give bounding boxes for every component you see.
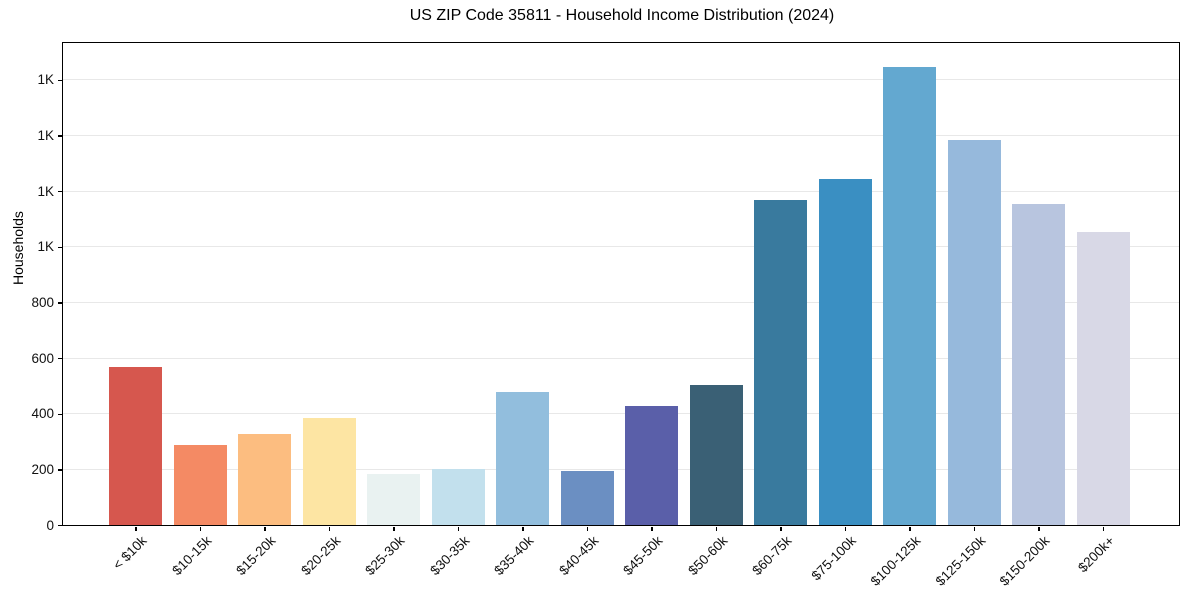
x-tick [715, 527, 718, 531]
bar-$10-15k [173, 445, 227, 525]
bar-$125-150k [947, 139, 1001, 525]
bar-$75-100k [818, 179, 872, 525]
x-tick-label: $125-150k [932, 533, 989, 589]
x-tick-label: $75-100k [808, 533, 860, 584]
y-tick-label: 800 [31, 294, 54, 310]
x-tick-label: $150-200k [996, 533, 1053, 589]
gridline [63, 468, 1179, 470]
y-tick-label: 200 [31, 461, 54, 477]
x-tick [393, 527, 395, 531]
x-tick [844, 527, 847, 531]
x-tick-label: $100-125k [867, 533, 924, 589]
x-tick [780, 527, 782, 531]
bar-$15-20k [238, 434, 291, 525]
y-tick-label: 1K [37, 239, 54, 255]
x-tick-label: < $10k [110, 533, 150, 573]
gridline [63, 246, 1179, 248]
y-tick-label: 1K [37, 72, 54, 88]
gridline [63, 135, 1179, 137]
x-tick [457, 527, 460, 531]
y-tick-label: 0 [46, 517, 54, 533]
bar-$100-125k [883, 67, 936, 525]
x-tick-label: $10-15k [168, 533, 215, 579]
x-tick [522, 527, 524, 531]
x-tick-label: $60-75k [749, 533, 795, 579]
x-tick-label: $25-30k [362, 533, 408, 579]
x-tick-label: $50-60k [684, 533, 731, 579]
bar-$35-40k [496, 391, 549, 525]
bar-$60-75k [754, 199, 807, 525]
chart-title: US ZIP Code 35811 - Household Income Dis… [409, 7, 835, 24]
x-tick-label: $20-25k [297, 533, 344, 579]
bar-$150-200k [1012, 204, 1065, 525]
x-tick [651, 527, 653, 531]
bar-$25-30k [367, 474, 420, 525]
bar-$200k+ [1076, 232, 1130, 525]
x-tick-label: $45-50k [620, 533, 666, 579]
bar-$45-50k [625, 406, 678, 525]
x-tick-label: $35-40k [491, 533, 537, 579]
gridline [63, 301, 1179, 303]
x-tick [586, 527, 589, 531]
bar-$50-60k [689, 384, 743, 525]
x-tick [328, 527, 331, 531]
x-tick-label: $200k+ [1074, 533, 1118, 576]
x-tick [264, 527, 266, 531]
x-tick [909, 527, 911, 531]
gridline [63, 190, 1179, 192]
x-tick-label: $40-45k [555, 533, 602, 579]
bar-< $10k [109, 367, 162, 525]
bar-$40-45k [560, 470, 614, 525]
y-tick-label: 1K [37, 128, 54, 144]
gridline [63, 413, 1179, 415]
gridline [63, 79, 1179, 81]
x-tick [135, 527, 137, 531]
gridline [63, 357, 1179, 359]
x-tick [1102, 527, 1105, 531]
bar-$30-35k [431, 468, 485, 525]
y-tick-label: 600 [31, 350, 54, 366]
x-tick-label: $30-35k [426, 533, 473, 579]
plot-area [62, 42, 1180, 526]
x-tick [199, 527, 202, 531]
x-tick [973, 527, 976, 531]
y-tick-label: 1K [37, 183, 54, 199]
x-tick [1038, 527, 1040, 531]
y-tick-label: 400 [31, 406, 54, 422]
x-tick-label: $15-20k [233, 533, 279, 579]
bar-$20-25k [302, 418, 356, 525]
